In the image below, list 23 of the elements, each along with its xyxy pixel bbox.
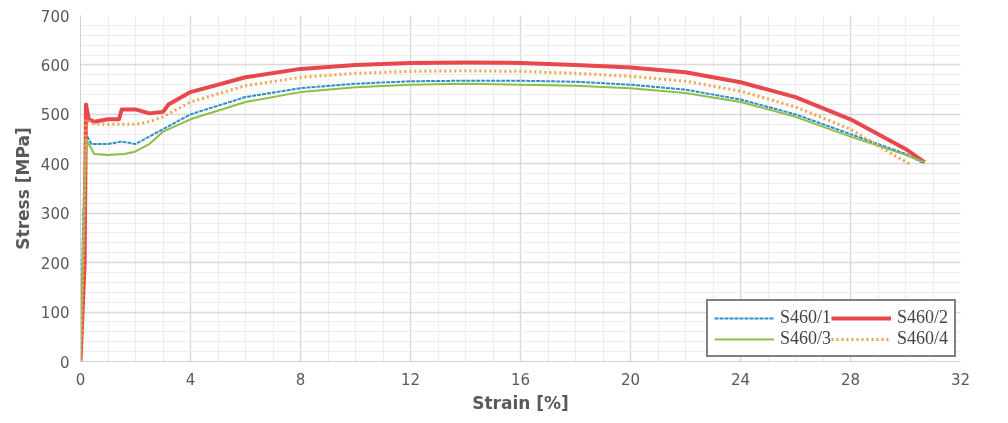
legend-label: S460/4 (896, 328, 948, 349)
legend-label: S460/3 (779, 328, 831, 349)
y-tick-label: 300 (40, 205, 70, 224)
y-tick-label: 0 (59, 353, 70, 372)
x-tick-label: 4 (185, 370, 196, 389)
x-tick-label: 16 (510, 370, 531, 389)
x-tick-label: 12 (400, 370, 421, 389)
x-tick-label: 28 (840, 370, 861, 389)
y-tick-label: 200 (40, 254, 70, 273)
x-tick-label: 20 (620, 370, 641, 389)
legend-label: S460/2 (896, 307, 948, 328)
y-tick-label: 600 (40, 56, 70, 75)
x-tick-label: 32 (950, 370, 971, 389)
x-tick-label: 24 (730, 370, 751, 389)
y-axis-title: Stress [MPa] (12, 127, 33, 250)
y-tick-label: 700 (40, 7, 70, 26)
legend-label: S460/1 (779, 307, 831, 328)
x-axis-title: Strain [%] (472, 392, 569, 413)
x-tick-label: 0 (75, 370, 86, 389)
x-tick-label: 8 (295, 370, 306, 389)
y-tick-label: 100 (40, 304, 70, 323)
y-tick-label: 400 (40, 155, 70, 174)
y-tick-label: 500 (40, 106, 70, 125)
